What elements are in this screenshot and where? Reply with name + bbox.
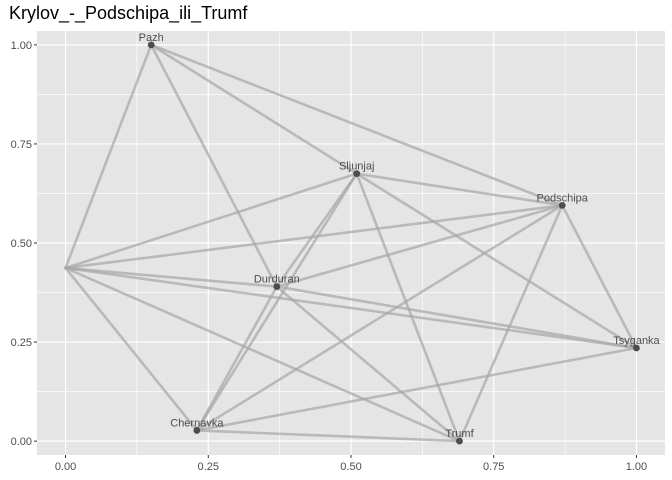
y-tick-label: 0.50: [11, 238, 32, 250]
node-chernavka: [193, 427, 201, 434]
x-tick-label: 0.25: [198, 461, 219, 473]
y-tick-label: 0.75: [11, 139, 32, 151]
x-tick-label: 0.00: [55, 461, 76, 473]
edge-durduran-trumf: [275, 285, 461, 443]
node-label-podschipa: Podschipa: [537, 192, 589, 204]
node-label-pazh: Pazh: [139, 32, 164, 44]
edge-pazh-sljunjaj: [149, 43, 359, 175]
edge-podschipa-durduran: [275, 204, 564, 288]
edge-podschipa-trumf: [458, 204, 564, 443]
y-tick-label: 1.00: [11, 40, 32, 52]
edge-unlabeled-tsyganka: [64, 266, 638, 350]
axis-ticks: [34, 44, 637, 458]
edge-chernavka-trumf: [195, 429, 461, 443]
edge-podschipa-chernavka: [195, 204, 564, 432]
edge-unlabeled-trumf: [64, 266, 461, 443]
edge-durduran-chernavka: [195, 285, 279, 432]
edge-sljunjaj-trumf: [355, 172, 461, 443]
edge-unlabeled-durduran: [64, 266, 279, 288]
edge-pazh-durduran: [149, 43, 279, 288]
y-tick-label: 0.00: [11, 436, 32, 448]
edge-unlabeled-podschipa: [64, 204, 564, 270]
edge-layer: [64, 43, 638, 443]
edge-chernavka-tsyganka: [195, 346, 638, 432]
node-label-trumf: Trumf: [445, 428, 474, 440]
node-label-chernavka: Chernavka: [170, 417, 224, 429]
edge-sljunjaj-podschipa: [355, 172, 564, 207]
node-layer: [147, 41, 640, 445]
node-label-sljunjaj: Sljunjaj: [339, 161, 374, 173]
edge-durduran-tsyganka: [275, 285, 638, 350]
node-durduran: [273, 283, 281, 290]
edge-sljunjaj-tsyganka: [355, 172, 638, 350]
label-layer: Pazh Sljunjaj Podschipa Durduran Tsyganka Che…: [139, 32, 661, 440]
node-label-tsyganka: Tsyganka: [613, 335, 660, 347]
x-tick-labels: 0.00 0.25 0.50 0.75 1.00: [55, 461, 647, 473]
edge-sljunjaj-chernavka: [195, 172, 359, 432]
node-trumf: [456, 437, 463, 445]
node-sljunjaj: [353, 170, 361, 178]
edge-unlabeled-chernavka: [64, 266, 199, 432]
node-pazh: [147, 41, 155, 49]
edge-podschipa-tsyganka: [560, 204, 638, 350]
chart-title: Krylov_-_Podschipa_ili_Trumf: [9, 3, 248, 23]
y-tick-labels: 0.00 0.25 0.50 0.75 1.00: [11, 40, 32, 448]
y-tick-label: 0.25: [11, 337, 32, 349]
grid-major: [37, 31, 665, 455]
edge-unlabeled-sljunjaj: [64, 172, 359, 270]
edge-unlabeled-pazh: [64, 43, 153, 270]
x-tick-label: 0.75: [483, 461, 504, 473]
node-tsyganka: [633, 344, 640, 352]
x-tick-label: 0.50: [340, 461, 361, 473]
edge-sljunjaj-durduran: [275, 172, 359, 288]
x-tick-label: 1.00: [626, 461, 647, 473]
node-podschipa: [558, 201, 566, 209]
node-label-durduran: Durduran: [254, 274, 300, 286]
edge-pazh-podschipa: [149, 43, 564, 207]
